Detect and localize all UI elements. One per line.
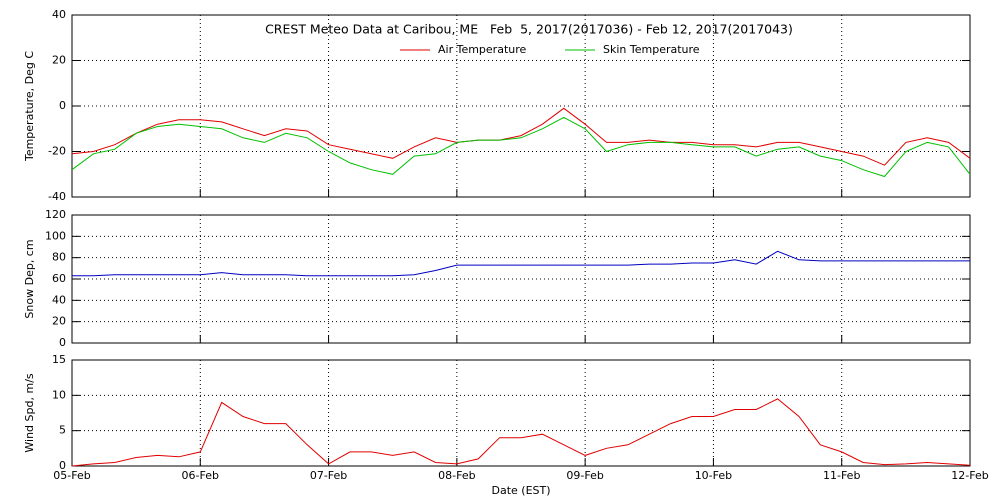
y-tick-label: 100 — [45, 229, 66, 242]
data-line — [71, 398, 971, 467]
x-tick-label: 07-Feb — [310, 469, 347, 482]
x-tick-label: 05-Feb — [53, 469, 90, 482]
y-tick-label: -20 — [48, 145, 66, 158]
x-tick-label: 10-Feb — [695, 469, 732, 482]
y-tick-label: 0 — [59, 99, 66, 112]
x-tick-label: 08-Feb — [438, 469, 475, 482]
y-tick-label: 80 — [52, 251, 66, 264]
y-tick-label: 120 — [45, 208, 66, 221]
plot-frame — [71, 359, 971, 467]
y-axis-label: Temperature, Deg C — [23, 51, 36, 162]
x-tick-label: 09-Feb — [566, 469, 603, 482]
plot-frame — [71, 14, 971, 198]
data-line — [72, 250, 970, 277]
y-tick-label: 40 — [52, 293, 66, 306]
x-axis-label: Date (EST) — [491, 484, 550, 497]
plot-frame — [71, 214, 971, 344]
chart-title: CREST Meteo Data at Caribou, ME Feb 5, 2… — [265, 22, 793, 37]
y-tick-label: 0 — [59, 336, 66, 349]
y-axis-label: Snow Dep, cm — [23, 239, 36, 318]
data-line — [71, 116, 971, 178]
x-tick-label: 11-Feb — [823, 469, 860, 482]
x-tick-label: 06-Feb — [182, 469, 219, 482]
y-tick-label: -40 — [48, 190, 66, 203]
y-tick-label: 10 — [52, 388, 66, 401]
legend-label: Air Temperature — [438, 43, 527, 56]
y-tick-label: 5 — [59, 424, 66, 437]
y-tick-label: 0 — [59, 459, 66, 472]
legend-label: Skin Temperature — [603, 43, 700, 56]
y-tick-label: 20 — [52, 54, 66, 67]
y-tick-label: 20 — [52, 315, 66, 328]
y-tick-label: 40 — [52, 8, 66, 21]
y-tick-label: 15 — [52, 353, 66, 366]
data-line — [71, 107, 971, 166]
y-axis-label: Wind Spd, m/s — [23, 373, 36, 453]
y-tick-label: 60 — [52, 272, 66, 285]
x-tick-label: 12-Feb — [951, 469, 988, 482]
